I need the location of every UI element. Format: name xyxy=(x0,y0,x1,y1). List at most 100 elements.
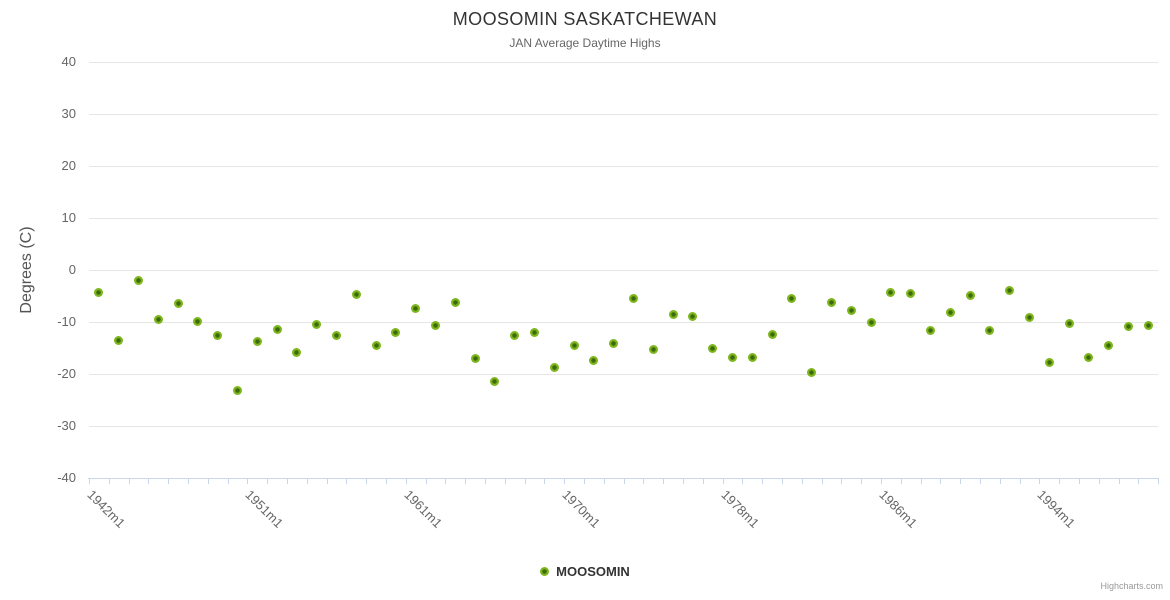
data-point[interactable] xyxy=(846,305,856,315)
x-axis-tick xyxy=(465,479,467,484)
data-point[interactable] xyxy=(193,316,203,326)
x-axis-tick xyxy=(980,479,981,484)
data-point[interactable] xyxy=(827,297,836,307)
y-axis-label: -10 xyxy=(57,314,76,329)
x-axis-tick xyxy=(1138,479,1140,484)
data-point[interactable] xyxy=(252,337,262,347)
y-gridline xyxy=(89,426,1159,427)
data-point[interactable] xyxy=(391,327,401,337)
x-axis-tick xyxy=(326,479,328,484)
x-axis-tick xyxy=(702,479,704,484)
data-point[interactable] xyxy=(114,336,124,346)
data-point[interactable] xyxy=(233,386,242,396)
data-point[interactable] xyxy=(450,298,460,308)
data-point[interactable] xyxy=(213,331,223,341)
x-axis-tick xyxy=(168,479,170,484)
chart-subtitle: JAN Average Daytime Highs xyxy=(509,36,661,50)
data-point[interactable] xyxy=(728,352,737,362)
data-point[interactable] xyxy=(549,362,559,372)
x-axis-tick xyxy=(405,479,407,484)
x-axis-label: 1951m1 xyxy=(242,487,287,531)
data-point[interactable] xyxy=(272,324,282,334)
x-axis-tick xyxy=(504,479,506,484)
data-point[interactable] xyxy=(708,344,718,354)
y-axis-label: 40 xyxy=(61,54,76,69)
y-axis-label: 30 xyxy=(61,106,76,121)
y-gridline xyxy=(89,218,1159,219)
data-point[interactable] xyxy=(747,352,757,362)
data-point[interactable] xyxy=(312,319,322,329)
data-point[interactable] xyxy=(668,309,678,319)
y-gridline xyxy=(89,270,1159,271)
credits-link[interactable]: Highcharts.com xyxy=(1100,581,1163,591)
x-axis-tick xyxy=(940,479,942,484)
data-point[interactable] xyxy=(431,320,440,330)
x-axis-tick xyxy=(386,479,387,484)
x-axis-tick xyxy=(1118,479,1120,484)
x-axis-label: 1986m1 xyxy=(876,487,921,531)
data-point[interactable] xyxy=(965,290,975,300)
x-axis-tick xyxy=(306,479,308,484)
data-point[interactable] xyxy=(94,288,104,298)
x-axis-tick xyxy=(722,479,724,484)
x-axis-tick xyxy=(89,479,90,484)
data-point[interactable] xyxy=(1124,321,1133,331)
x-axis-tick xyxy=(287,479,288,484)
data-point[interactable] xyxy=(886,288,896,298)
x-axis-tick xyxy=(960,479,962,484)
data-point[interactable] xyxy=(134,275,143,285)
data-point[interactable] xyxy=(470,354,480,364)
data-point[interactable] xyxy=(906,288,916,298)
data-point[interactable] xyxy=(787,293,797,303)
data-point[interactable] xyxy=(510,330,520,340)
chart-title: MOOSOMIN SASKATCHEWAN xyxy=(452,9,718,29)
data-point[interactable] xyxy=(1025,313,1034,323)
x-axis-tick xyxy=(346,479,348,484)
x-axis-line xyxy=(88,478,1160,479)
data-point[interactable] xyxy=(411,303,421,313)
data-point[interactable] xyxy=(1064,319,1074,329)
data-point[interactable] xyxy=(609,338,619,348)
data-point[interactable] xyxy=(926,326,935,336)
data-point[interactable] xyxy=(866,318,876,328)
data-point[interactable] xyxy=(767,329,777,339)
x-axis-tick xyxy=(663,479,665,484)
x-axis-tick xyxy=(683,479,684,484)
data-point[interactable] xyxy=(569,341,579,351)
data-point[interactable] xyxy=(153,314,163,324)
data-point[interactable] xyxy=(1084,353,1094,363)
data-point[interactable] xyxy=(173,298,183,308)
data-point[interactable] xyxy=(589,355,599,365)
data-point[interactable] xyxy=(629,293,638,303)
x-axis-tick xyxy=(900,479,902,484)
y-axis-label: 20 xyxy=(61,158,76,173)
x-axis-tick xyxy=(881,479,882,484)
x-axis-tick xyxy=(148,479,150,484)
data-point[interactable] xyxy=(530,328,539,338)
data-point[interactable] xyxy=(807,368,817,378)
x-axis-tick xyxy=(207,479,209,484)
data-point[interactable] xyxy=(1143,320,1153,330)
x-axis-tick xyxy=(1019,479,1021,484)
data-point[interactable] xyxy=(292,347,302,357)
data-point[interactable] xyxy=(648,344,658,354)
x-axis-tick xyxy=(584,479,585,484)
data-point[interactable] xyxy=(1104,341,1114,351)
x-axis-tick xyxy=(267,479,269,484)
y-gridline xyxy=(89,114,1159,115)
data-point[interactable] xyxy=(1044,358,1054,368)
data-point[interactable] xyxy=(985,326,995,336)
data-point[interactable] xyxy=(945,308,955,318)
x-axis-tick xyxy=(108,479,110,484)
legend-item-moosomin[interactable]: MOOSOMIN xyxy=(0,562,1170,580)
data-point[interactable] xyxy=(490,376,500,386)
data-point[interactable] xyxy=(1005,285,1015,295)
data-point[interactable] xyxy=(332,330,341,340)
y-gridline xyxy=(89,166,1159,167)
data-point[interactable] xyxy=(688,311,698,321)
x-axis-tick xyxy=(623,479,625,484)
y-axis-label: 10 xyxy=(61,210,76,225)
data-point[interactable] xyxy=(371,340,381,350)
data-point[interactable] xyxy=(351,290,361,300)
x-axis-tick xyxy=(643,479,645,484)
